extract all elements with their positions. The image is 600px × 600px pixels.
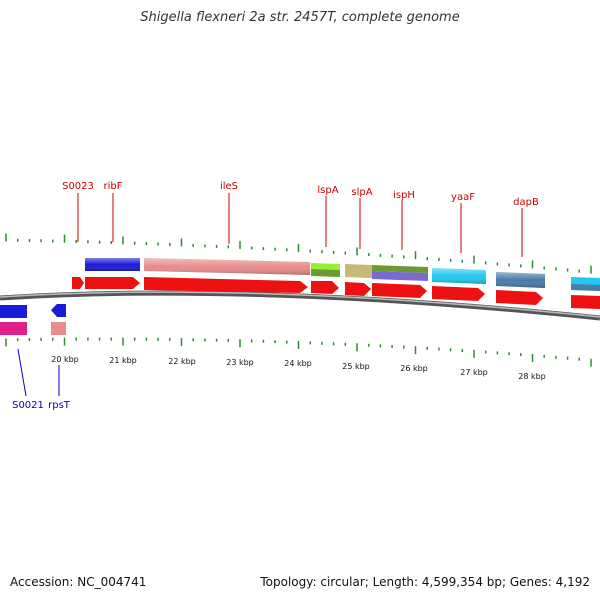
- gene-bar-dapB-shade: [496, 272, 545, 288]
- gene-label-ileS[interactable]: ileS: [220, 181, 238, 192]
- cds-arrow-S0023[interactable]: [72, 277, 84, 289]
- scale-label-23kbp: 23 kbp: [226, 358, 254, 367]
- genome-title: Shigella flexneri 2a str. 2457T, complet…: [140, 10, 460, 25]
- gene-label-slpA[interactable]: slpA: [351, 187, 372, 198]
- gene-label-yaaF[interactable]: yaaF: [451, 192, 475, 203]
- cds-arrow-ribF[interactable]: [85, 277, 140, 289]
- gene-label-S0023[interactable]: S0023: [62, 181, 94, 192]
- gene-label-S0021[interactable]: S0021: [12, 400, 44, 411]
- gene-bar-ispH[interactable]: [372, 271, 428, 281]
- outer-tick-ring: [5, 233, 592, 274]
- cds-arrow-S0021[interactable]: [0, 305, 27, 318]
- genome-summary-label: Topology: circular; Length: 4,599,354 bp…: [260, 575, 590, 589]
- gene-bar-offscreen-lower: [571, 284, 600, 291]
- scale-label-20kbp: 20 kbp: [51, 355, 79, 364]
- scale-label-24kbp: 24 kbp: [284, 359, 312, 368]
- forward-labels: S0023 ribF ileS lspA slpA ispH yaaF dapB: [62, 181, 539, 257]
- cds-arrow-slpA[interactable]: [345, 282, 371, 296]
- cds-arrow-ileS[interactable]: [144, 277, 308, 293]
- gene-bar-lspA-lower: [311, 269, 340, 277]
- accession-label: Accession: NC_004741: [10, 575, 147, 589]
- gene-label-ispH[interactable]: ispH: [393, 190, 415, 201]
- gene-bar-slpA[interactable]: [345, 264, 372, 278]
- gene-bar-yaaF-shade: [432, 268, 486, 284]
- genome-backbone-highlight: [0, 291, 600, 318]
- scale-label-25kbp: 25 kbp: [342, 362, 370, 371]
- inner-tick-ring: [5, 337, 592, 367]
- gene-bar-ispH-upper[interactable]: [372, 265, 428, 273]
- cds-arrow-offscreen[interactable]: [571, 295, 600, 309]
- cds-arrow-rpsT[interactable]: [51, 304, 66, 317]
- scale-label-21kbp: 21 kbp: [109, 356, 137, 365]
- cds-forward-track: [72, 277, 600, 309]
- reverse-labels: S0021 rpsT: [12, 348, 71, 411]
- gene-label-rpsT[interactable]: rpsT: [48, 400, 71, 411]
- cds-arrow-ispH[interactable]: [372, 283, 427, 298]
- gene-label-dapB[interactable]: dapB: [513, 197, 539, 208]
- gene-bar-rpsT[interactable]: [51, 322, 66, 335]
- gene-bar-lspA[interactable]: [311, 263, 340, 270]
- scale-labels: 20 kbp 21 kbp 22 kbp 23 kbp 24 kbp 25 kb…: [51, 355, 546, 381]
- leader-line-S0021: [17, 348, 27, 397]
- scale-label-28kbp: 28 kbp: [518, 372, 546, 381]
- cds-reverse-track: [0, 304, 66, 335]
- genome-backbone: [0, 290, 600, 321]
- gene-bar-S0021[interactable]: [0, 322, 27, 335]
- gene-bar-ribF-shade: [85, 258, 140, 271]
- scale-label-26kbp: 26 kbp: [400, 364, 428, 373]
- scale-label-27kbp: 27 kbp: [460, 368, 488, 377]
- cds-arrow-lspA[interactable]: [311, 281, 339, 294]
- gene-label-ribF[interactable]: ribF: [104, 181, 123, 192]
- cds-arrow-yaaF[interactable]: [432, 286, 485, 301]
- gene-feature-track: [85, 258, 600, 291]
- cds-arrow-dapB[interactable]: [496, 290, 543, 305]
- gene-label-lspA[interactable]: lspA: [317, 185, 338, 196]
- scale-label-22kbp: 22 kbp: [168, 357, 196, 366]
- gene-bar-ileS-shade: [144, 258, 310, 275]
